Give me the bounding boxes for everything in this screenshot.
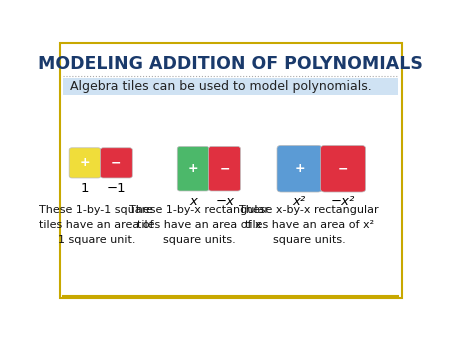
FancyBboxPatch shape bbox=[177, 146, 209, 191]
Text: tiles have an area of x: tiles have an area of x bbox=[137, 220, 261, 230]
FancyBboxPatch shape bbox=[209, 146, 240, 191]
Text: 1: 1 bbox=[81, 183, 90, 195]
Text: x²: x² bbox=[292, 195, 306, 209]
Text: square units.: square units. bbox=[273, 235, 346, 245]
Text: These x-by-x rectangular: These x-by-x rectangular bbox=[239, 204, 379, 215]
Text: tiles have an area of x²: tiles have an area of x² bbox=[244, 220, 374, 230]
Text: 1 square unit.: 1 square unit. bbox=[58, 235, 135, 245]
FancyBboxPatch shape bbox=[320, 145, 365, 192]
FancyBboxPatch shape bbox=[277, 145, 322, 192]
Text: −x: −x bbox=[215, 195, 234, 209]
FancyBboxPatch shape bbox=[63, 77, 398, 95]
FancyBboxPatch shape bbox=[69, 148, 101, 178]
Text: −x²: −x² bbox=[331, 195, 355, 209]
Text: −1: −1 bbox=[106, 183, 126, 195]
FancyBboxPatch shape bbox=[60, 43, 401, 298]
Text: +: + bbox=[294, 162, 305, 175]
Text: +: + bbox=[80, 156, 90, 169]
Text: square units.: square units. bbox=[163, 235, 236, 245]
FancyBboxPatch shape bbox=[100, 148, 132, 178]
Text: These 1-by-x rectangular: These 1-by-x rectangular bbox=[129, 204, 269, 215]
Text: −: − bbox=[219, 162, 230, 175]
Text: +: + bbox=[188, 162, 198, 175]
Text: MODELING ADDITION OF POLYNOMIALS: MODELING ADDITION OF POLYNOMIALS bbox=[38, 55, 423, 73]
Text: These 1-by-1 square: These 1-by-1 square bbox=[40, 204, 153, 215]
Text: −: − bbox=[111, 156, 122, 169]
Text: Algebra tiles can be used to model polynomials.: Algebra tiles can be used to model polyn… bbox=[70, 80, 372, 93]
Text: −: − bbox=[338, 162, 348, 175]
Text: tiles have an area of: tiles have an area of bbox=[39, 220, 153, 230]
Text: x: x bbox=[189, 195, 197, 209]
